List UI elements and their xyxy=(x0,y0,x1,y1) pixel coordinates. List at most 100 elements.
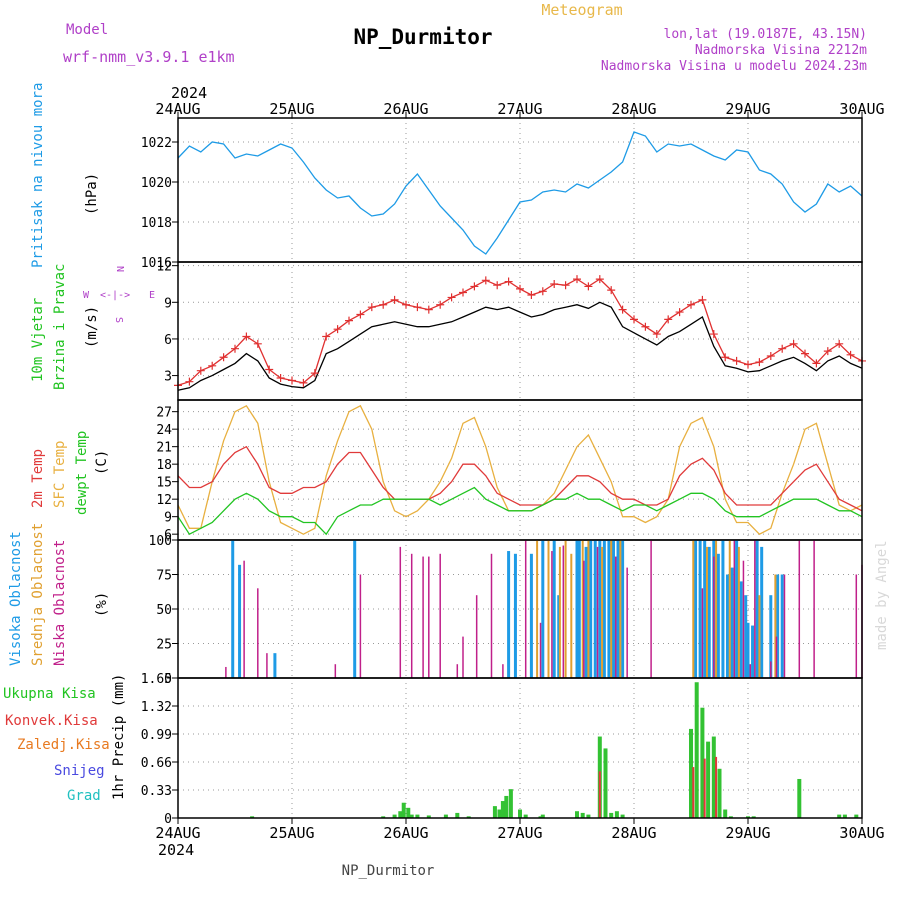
precip_total-bar xyxy=(492,806,497,818)
gust-marker xyxy=(607,286,616,295)
precip_total-bar xyxy=(751,816,756,818)
cloud_low-bar xyxy=(626,567,628,678)
cloud_low-bar xyxy=(783,574,786,678)
cloud_low-bar xyxy=(798,540,801,678)
cloud_high-bar xyxy=(735,540,739,678)
temp-ylabel-dewpt: dewpt Temp xyxy=(74,431,90,515)
cloud_mid-bar xyxy=(692,540,695,678)
cloud_low-bar xyxy=(266,653,268,678)
cloud_low-bar xyxy=(257,588,259,678)
gust-marker xyxy=(846,350,855,359)
gust-marker xyxy=(584,282,593,291)
gust-marker xyxy=(789,339,798,348)
model-elevation: Nadmorska Visina u modelu 2024.23m xyxy=(601,59,867,74)
date-label-bottom: 30AUG xyxy=(839,824,884,842)
cloud_mid-bar xyxy=(619,540,622,678)
gust-marker xyxy=(550,279,559,288)
precip_total-bar xyxy=(614,811,619,818)
gust-marker xyxy=(641,322,650,331)
cloud_high-bar xyxy=(616,540,620,678)
precip_total-bar xyxy=(504,795,509,818)
precip_total-bar xyxy=(497,809,502,818)
precip_total-bar xyxy=(586,814,591,818)
precip_total-bar xyxy=(842,814,847,818)
wind-ylabel-1: 10m Vjetar xyxy=(30,298,46,382)
gust-marker xyxy=(823,347,832,356)
cloud_mid-bar xyxy=(737,546,740,678)
precip_total-bar xyxy=(500,801,505,818)
cloud_high-bar xyxy=(607,540,611,678)
gust-marker xyxy=(812,359,821,368)
cloud_high-bar xyxy=(507,551,511,678)
y-tick-label: 6 xyxy=(164,528,172,543)
cloud_mid-bar xyxy=(610,540,613,678)
gust-marker xyxy=(595,275,604,284)
precip_total-bar xyxy=(398,811,403,818)
cloud_low-bar xyxy=(615,556,617,678)
meteogram-label: Meteogram xyxy=(541,1,622,19)
precip_total-bar xyxy=(455,812,460,818)
cloud_mid-bar xyxy=(728,540,731,678)
cloud_high-bar xyxy=(238,564,242,678)
wind-ylabel-2: Brzina i Pravac xyxy=(52,264,68,390)
gust-marker xyxy=(470,282,479,291)
gust-marker xyxy=(527,290,536,299)
precip_total-bar xyxy=(854,814,859,818)
gust-marker xyxy=(778,344,787,353)
temp_2m-line xyxy=(177,445,863,512)
cloud_high-bar xyxy=(589,540,593,678)
precip_total-bar xyxy=(723,809,728,818)
precip_conv-bar xyxy=(598,771,601,818)
cloud_low-bar xyxy=(596,546,599,678)
temp-ylabel-2m: 2m Temp xyxy=(30,449,46,508)
gust-marker xyxy=(322,332,331,341)
precip_total-bar xyxy=(575,811,579,818)
date-label-bottom: 25AUG xyxy=(269,824,314,842)
cloud_mid-bar xyxy=(758,595,761,678)
gust-marker xyxy=(481,276,490,285)
precip_total-bar xyxy=(523,814,528,818)
precip_total-bar xyxy=(443,814,448,818)
cloud_high-bar xyxy=(231,540,235,678)
model-label: Model xyxy=(66,22,108,38)
svg-text:<-|->: <-|-> xyxy=(100,290,130,301)
date-label-bottom: 28AUG xyxy=(611,824,656,842)
precip_total-bar xyxy=(711,736,716,818)
cloud_high-bar xyxy=(552,540,556,678)
y-tick-label: 12 xyxy=(156,260,172,275)
pressure-ylabel: Pritisak na nivou mora xyxy=(30,83,46,268)
gust-marker xyxy=(424,305,433,314)
precip_total-bar xyxy=(746,816,750,818)
cloud_high-bar xyxy=(776,574,780,678)
precip_total-bar xyxy=(689,728,693,818)
date-label-top: 29AUG xyxy=(725,100,770,118)
y-tick-label: 0.99 xyxy=(141,728,172,743)
pressure-unit: (hPa) xyxy=(84,173,100,215)
precip_total-bar xyxy=(717,768,722,818)
cloud_high-bar xyxy=(746,622,750,678)
cloud_low-bar xyxy=(551,551,553,678)
pressure-line xyxy=(177,131,863,255)
precip_total-bar xyxy=(415,814,420,818)
date-label-top: 30AUG xyxy=(839,100,884,118)
cloud_high-bar xyxy=(721,540,725,678)
y-tick-label: 1020 xyxy=(141,176,172,191)
gust-marker xyxy=(504,277,513,286)
precip_total-bar xyxy=(466,816,471,818)
cloud_low-bar xyxy=(428,556,430,678)
precip_total-bar xyxy=(250,816,255,818)
precip-legend-conv: Konvek.Kisa xyxy=(5,713,98,729)
dewpoint-line xyxy=(177,486,863,536)
cloud_mid-bar xyxy=(705,546,708,678)
panel-frame xyxy=(177,117,863,263)
gust-marker xyxy=(709,330,718,339)
y-tick-label: 3 xyxy=(164,370,172,385)
cloud_low-bar xyxy=(539,622,542,678)
cloud_high-bar xyxy=(541,540,545,678)
date-label-bottom: 27AUG xyxy=(497,824,542,842)
gust-marker xyxy=(561,281,570,290)
gust-marker xyxy=(242,332,251,341)
credit-label: made by Angel xyxy=(874,540,890,650)
gust-marker xyxy=(219,353,228,362)
precip_total-bar xyxy=(603,748,608,818)
